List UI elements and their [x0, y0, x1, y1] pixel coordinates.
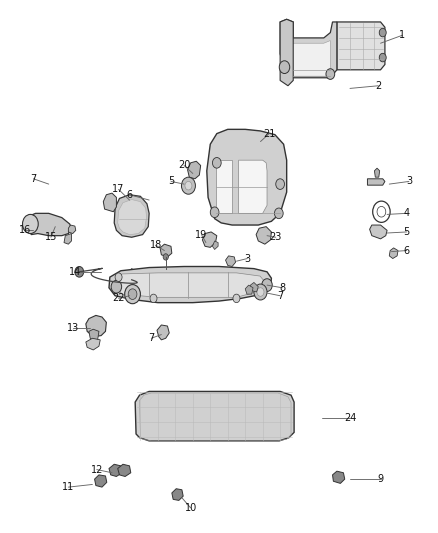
- Polygon shape: [389, 248, 398, 259]
- Text: 4: 4: [404, 208, 410, 219]
- Text: 10: 10: [184, 503, 197, 513]
- Polygon shape: [129, 269, 135, 278]
- Polygon shape: [118, 199, 147, 235]
- Polygon shape: [103, 193, 117, 212]
- Polygon shape: [160, 244, 172, 257]
- Text: 16: 16: [18, 225, 31, 236]
- Polygon shape: [114, 195, 149, 237]
- Circle shape: [326, 69, 335, 79]
- Polygon shape: [27, 213, 71, 236]
- Circle shape: [379, 53, 386, 62]
- Circle shape: [276, 179, 285, 189]
- Polygon shape: [212, 241, 218, 249]
- Text: 1: 1: [399, 30, 406, 41]
- Polygon shape: [215, 160, 232, 213]
- Circle shape: [115, 273, 122, 281]
- Circle shape: [125, 285, 141, 304]
- Text: 12: 12: [91, 465, 103, 474]
- Text: 18: 18: [149, 240, 162, 250]
- Text: 15: 15: [45, 232, 57, 243]
- Polygon shape: [251, 282, 258, 292]
- Text: 8: 8: [279, 283, 286, 293]
- Polygon shape: [337, 22, 385, 70]
- Text: 17: 17: [113, 184, 125, 195]
- Polygon shape: [109, 266, 272, 303]
- Polygon shape: [109, 464, 122, 477]
- Polygon shape: [332, 471, 345, 483]
- Polygon shape: [86, 316, 106, 337]
- Text: 20: 20: [178, 160, 190, 171]
- Text: 22: 22: [112, 293, 125, 303]
- Text: 3: 3: [244, 254, 251, 263]
- Text: 7: 7: [30, 174, 36, 184]
- Text: 5: 5: [168, 176, 174, 187]
- Text: 9: 9: [378, 474, 384, 484]
- Circle shape: [75, 266, 84, 277]
- Circle shape: [128, 289, 137, 300]
- Polygon shape: [207, 130, 287, 225]
- Text: 6: 6: [404, 246, 410, 255]
- Polygon shape: [172, 489, 183, 500]
- Polygon shape: [202, 232, 217, 247]
- Circle shape: [111, 280, 122, 293]
- Text: 5: 5: [404, 227, 410, 237]
- Polygon shape: [374, 168, 380, 177]
- Polygon shape: [280, 19, 293, 86]
- Circle shape: [233, 294, 240, 303]
- Polygon shape: [89, 329, 99, 342]
- Polygon shape: [256, 227, 272, 244]
- Polygon shape: [226, 256, 236, 266]
- Text: 3: 3: [406, 176, 412, 187]
- Polygon shape: [187, 161, 201, 179]
- Polygon shape: [367, 179, 385, 185]
- Circle shape: [254, 284, 267, 300]
- Text: 23: 23: [269, 232, 282, 243]
- Text: 7: 7: [277, 290, 283, 301]
- Circle shape: [279, 61, 290, 74]
- Circle shape: [181, 177, 195, 194]
- Polygon shape: [245, 285, 253, 294]
- Polygon shape: [95, 475, 107, 487]
- Polygon shape: [135, 391, 294, 441]
- Polygon shape: [86, 338, 100, 350]
- Text: 21: 21: [263, 128, 276, 139]
- Polygon shape: [118, 464, 131, 477]
- Text: 2: 2: [375, 81, 381, 91]
- Circle shape: [210, 207, 219, 217]
- Text: 7: 7: [148, 333, 155, 343]
- Text: 24: 24: [344, 413, 356, 423]
- Circle shape: [379, 28, 386, 37]
- Polygon shape: [289, 41, 330, 76]
- Polygon shape: [280, 19, 337, 78]
- Circle shape: [22, 214, 38, 233]
- Polygon shape: [370, 225, 387, 239]
- Text: 11: 11: [62, 482, 74, 492]
- Polygon shape: [68, 225, 76, 233]
- Circle shape: [212, 158, 221, 168]
- Text: 14: 14: [69, 267, 81, 277]
- Text: 19: 19: [195, 230, 208, 240]
- Polygon shape: [118, 273, 265, 297]
- Polygon shape: [239, 160, 267, 213]
- Polygon shape: [157, 325, 169, 340]
- Circle shape: [163, 254, 168, 260]
- Circle shape: [257, 288, 264, 296]
- Text: 13: 13: [67, 322, 79, 333]
- Circle shape: [275, 208, 283, 219]
- Circle shape: [150, 294, 157, 303]
- Circle shape: [185, 181, 192, 190]
- Polygon shape: [64, 233, 71, 244]
- Text: 6: 6: [127, 190, 133, 200]
- Circle shape: [262, 279, 272, 292]
